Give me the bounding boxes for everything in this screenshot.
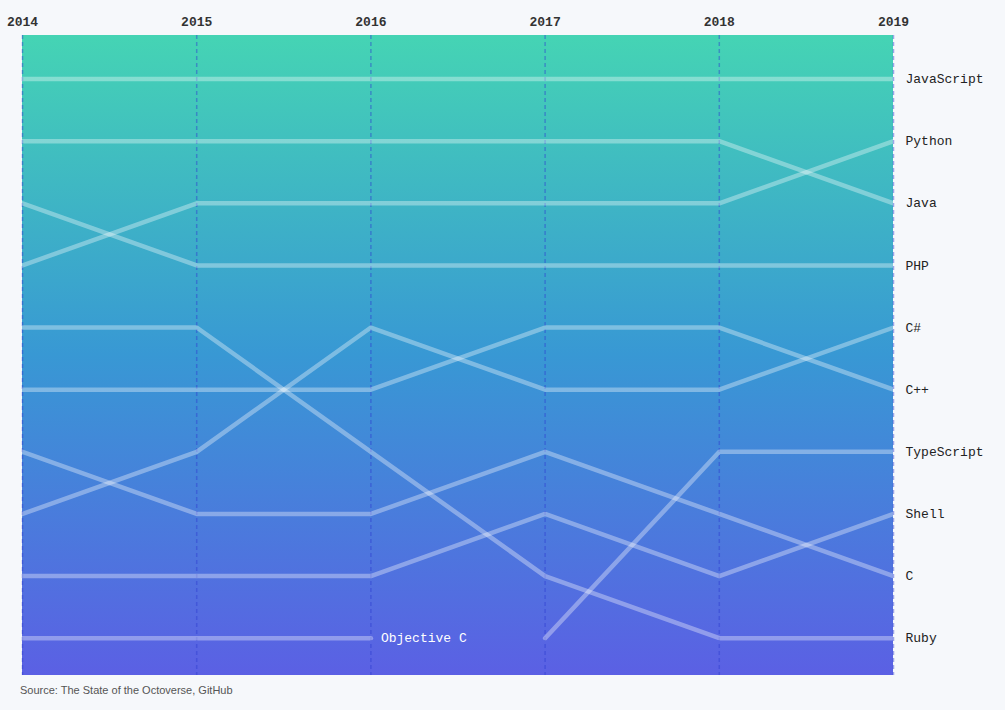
svg-text:PHP: PHP (906, 259, 930, 274)
svg-text:2019: 2019 (878, 15, 909, 30)
svg-text:TypeScript: TypeScript (906, 445, 984, 460)
svg-text:2014: 2014 (7, 15, 38, 30)
svg-text:C: C (906, 569, 914, 584)
svg-text:2016: 2016 (355, 15, 386, 30)
svg-text:2015: 2015 (181, 15, 212, 30)
svg-text:JavaScript: JavaScript (906, 72, 984, 87)
svg-text:Shell: Shell (906, 507, 945, 522)
svg-text:2018: 2018 (704, 15, 735, 30)
svg-text:Ruby: Ruby (906, 631, 937, 646)
svg-text:Java: Java (906, 196, 937, 211)
svg-text:2017: 2017 (529, 15, 560, 30)
svg-text:C++: C++ (906, 383, 930, 398)
html-text:Source: The State of the Octov: Source: The State of the Octoverse, GitH… (20, 684, 233, 696)
svg-text:Python: Python (906, 134, 953, 149)
svg-text:C#: C# (906, 321, 922, 336)
svg-text:Objective C: Objective C (381, 631, 467, 646)
